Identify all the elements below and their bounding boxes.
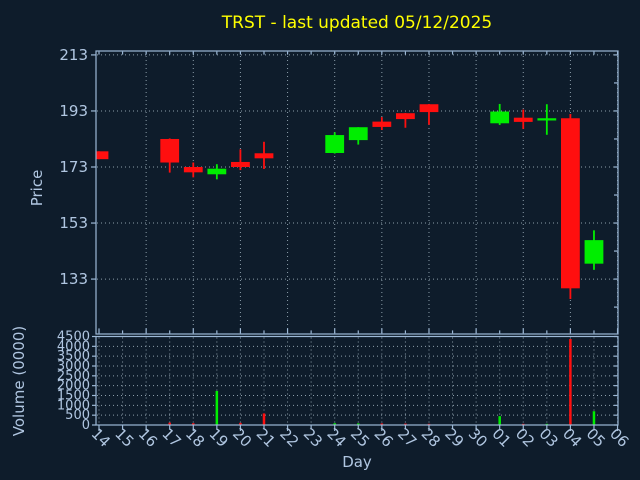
x-tick-label: 14 — [88, 425, 114, 451]
candle-body — [183, 167, 203, 173]
x-tick-label: 21 — [253, 425, 279, 451]
volume-tick-label: 3500 — [57, 349, 90, 364]
candle-body — [537, 118, 557, 121]
volume-bar — [498, 416, 501, 425]
volume-bar — [239, 422, 242, 425]
volume-bar — [380, 423, 384, 425]
x-tick-label: 27 — [394, 425, 420, 451]
volume-series — [168, 339, 596, 425]
candle-body — [348, 127, 368, 141]
x-tick-label: 17 — [158, 425, 184, 451]
x-tick-label: 25 — [347, 425, 373, 451]
volume-bar — [333, 423, 336, 425]
volume-bar — [592, 411, 596, 425]
x-tick-label: 16 — [135, 425, 161, 451]
candle-body — [490, 111, 510, 124]
volume-tick-label: 500 — [65, 408, 90, 423]
volume-tick-label: 3000 — [57, 359, 90, 374]
x-tick-label: 24 — [323, 425, 349, 451]
volume-bar — [569, 339, 572, 425]
candle-body — [372, 121, 392, 127]
x-tick-label: 05 — [583, 425, 609, 451]
x-tick-label: 23 — [300, 425, 326, 451]
volume-tick-label: 0 — [82, 418, 90, 433]
price-tick-label: 193 — [59, 102, 88, 120]
x-tick-label: 28 — [418, 425, 444, 451]
candle-body — [325, 135, 345, 153]
volume-bar — [262, 413, 266, 425]
volume-tick-label: 1500 — [57, 389, 90, 404]
chart-title: TRST - last updated 05/12/2025 — [221, 13, 493, 33]
volume-tick-label: 2500 — [57, 369, 90, 384]
volume-tick-label: 4000 — [57, 339, 90, 354]
candle-body — [584, 240, 604, 264]
x-tick-label: 04 — [559, 425, 585, 451]
volume-bar — [168, 422, 171, 425]
x-tick-label: 01 — [488, 425, 514, 451]
price-tick-label: 153 — [59, 214, 88, 232]
x-tick-label: 15 — [111, 425, 137, 451]
x-tick-label: 26 — [371, 425, 397, 451]
x-tick-label: 06 — [606, 425, 632, 451]
x-tick-label: 03 — [536, 425, 562, 451]
candle-series — [96, 103, 604, 299]
candle-body — [160, 138, 180, 163]
candle-body — [419, 104, 439, 113]
volume-tick-label: 1000 — [57, 398, 90, 413]
price-tick-label: 133 — [59, 270, 88, 288]
volume-axis-label: Volume (0000) — [10, 325, 28, 437]
candle-body — [561, 118, 580, 289]
day-axis-label: Day — [342, 453, 372, 471]
volume-bar — [357, 423, 360, 425]
x-tick-label: 18 — [182, 425, 208, 451]
volume-bar — [192, 423, 195, 425]
price-tick-label: 173 — [59, 158, 88, 176]
x-tick-label: 30 — [465, 425, 491, 451]
candle-body — [254, 153, 274, 159]
candle-body — [513, 117, 533, 122]
price-tick-label: 213 — [59, 46, 88, 64]
candle-body — [231, 161, 250, 168]
x-tick-label: 20 — [229, 425, 255, 451]
price-axis-label: Price — [28, 169, 46, 207]
x-tick-label: 29 — [441, 425, 467, 451]
candle-body — [207, 168, 227, 175]
volume-tick-label: 4500 — [57, 330, 90, 345]
candle-body — [96, 151, 109, 160]
volume-bar — [215, 390, 219, 425]
volume-bar — [404, 423, 407, 425]
x-tick-label: 02 — [512, 425, 538, 451]
volume-tick-label: 2000 — [57, 379, 90, 394]
x-tick-label: 19 — [206, 425, 232, 451]
price-panel-frame — [95, 50, 619, 335]
x-tick-label: 22 — [276, 425, 302, 451]
candle-body — [396, 113, 415, 120]
volume-panel-frame — [95, 335, 619, 426]
